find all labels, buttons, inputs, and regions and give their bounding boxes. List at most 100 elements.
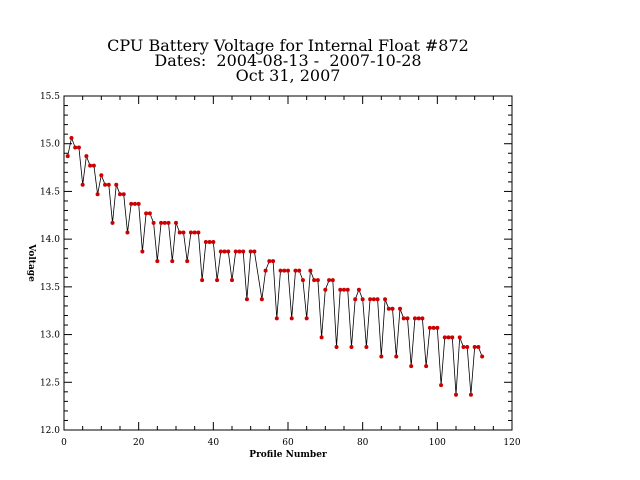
data-point: [446, 335, 451, 340]
data-point: [394, 354, 399, 359]
data-point: [166, 220, 171, 225]
data-point: [155, 259, 160, 264]
x-tick-label: 80: [357, 438, 369, 448]
x-tick-label: 60: [282, 438, 294, 448]
data-point: [151, 220, 156, 225]
data-point: [416, 316, 421, 321]
data-point: [278, 268, 283, 273]
data-point: [312, 278, 317, 283]
data-point: [308, 268, 313, 273]
data-point: [188, 230, 193, 235]
data-point: [177, 230, 182, 235]
data-point: [386, 306, 391, 311]
data-point: [472, 344, 477, 349]
data-point: [480, 354, 485, 359]
data-point: [286, 268, 290, 273]
data-point: [170, 259, 175, 264]
axis-ticks: 0 20 40 60 80 100 120 12.0 12.5 13.0 13.5 14.0 14.5 1…: [40, 92, 521, 448]
data-point: [427, 325, 432, 330]
data-point: [420, 316, 425, 321]
data-point: [282, 268, 287, 273]
data-point: [293, 268, 298, 273]
data-point: [461, 344, 466, 349]
x-tick-label: 0: [61, 438, 67, 448]
data-point: [118, 192, 122, 197]
data-point: [259, 297, 264, 302]
data-point: [319, 335, 324, 340]
data-point: [465, 344, 470, 349]
data-point: [132, 201, 137, 206]
data-point: [405, 316, 410, 321]
data-point: [267, 259, 272, 264]
y-tick-label: 13.0: [40, 331, 60, 341]
data-point: [300, 278, 305, 283]
y-tick-label: 12.0: [40, 426, 60, 436]
data-point: [237, 249, 242, 254]
data-point: [121, 192, 126, 197]
data-point: [162, 220, 167, 225]
data-point: [439, 383, 444, 388]
data-point: [442, 335, 447, 340]
data-point: [289, 316, 294, 321]
data-point: [73, 145, 78, 150]
data-point: [84, 154, 89, 159]
data-point: [65, 154, 70, 159]
data-point: [125, 230, 130, 235]
y-tick-label: 15.5: [40, 92, 60, 102]
series-group: [65, 135, 485, 397]
data-point: [271, 259, 276, 264]
data-point: [129, 201, 134, 206]
plot-frame: [63, 95, 513, 431]
y-tick-label: 14.5: [40, 187, 60, 197]
data-point: [233, 249, 238, 254]
data-point: [476, 344, 481, 349]
data-point: [222, 249, 227, 254]
chart-title: CPU Battery Voltage for Internal Float #…: [0, 36, 576, 84]
data-point: [454, 392, 458, 397]
chart-title-line-1: CPU Battery Voltage for Internal Float #…: [107, 36, 469, 55]
data-point: [338, 287, 343, 292]
data-point: [334, 344, 339, 349]
data-point: [207, 240, 212, 245]
data-point: [252, 249, 257, 254]
data-point: [435, 325, 440, 330]
data-point: [327, 278, 332, 283]
data-point: [368, 297, 373, 302]
data-point: [103, 182, 108, 187]
data-point: [379, 354, 384, 359]
data-point: [371, 297, 376, 302]
data-point: [342, 287, 346, 292]
data-point: [304, 316, 309, 321]
y-tick-label: 15.0: [40, 140, 60, 150]
data-point: [136, 201, 141, 206]
data-point: [215, 278, 220, 283]
data-point: [106, 182, 111, 187]
data-point: [424, 364, 429, 369]
y-axis-label: Voltage: [26, 243, 36, 282]
y-tick-label: 14.0: [40, 235, 60, 245]
data-point: [144, 211, 149, 216]
data-point: [226, 249, 231, 254]
chart-title-line-2: Dates: 2004-08-13 - 2007-10-28: [154, 51, 422, 70]
data-point: [390, 306, 395, 311]
data-point: [468, 392, 473, 397]
data-point: [95, 192, 100, 197]
data-point: [99, 173, 104, 178]
data-point: [398, 306, 402, 311]
data-point: [181, 230, 186, 235]
data-point: [69, 135, 74, 140]
x-tick-label: 20: [133, 438, 145, 448]
data-point: [200, 278, 205, 283]
data-point: [211, 240, 216, 245]
data-point: [159, 220, 164, 225]
data-point: [383, 297, 388, 302]
x-axis-label: Profile Number: [249, 450, 327, 460]
data-point: [401, 316, 406, 321]
y-tick-label: 13.5: [40, 283, 60, 293]
data-point: [409, 364, 414, 369]
data-point: [412, 316, 417, 321]
data-point: [431, 325, 436, 330]
data-point: [297, 268, 302, 273]
data-point: [174, 220, 178, 225]
